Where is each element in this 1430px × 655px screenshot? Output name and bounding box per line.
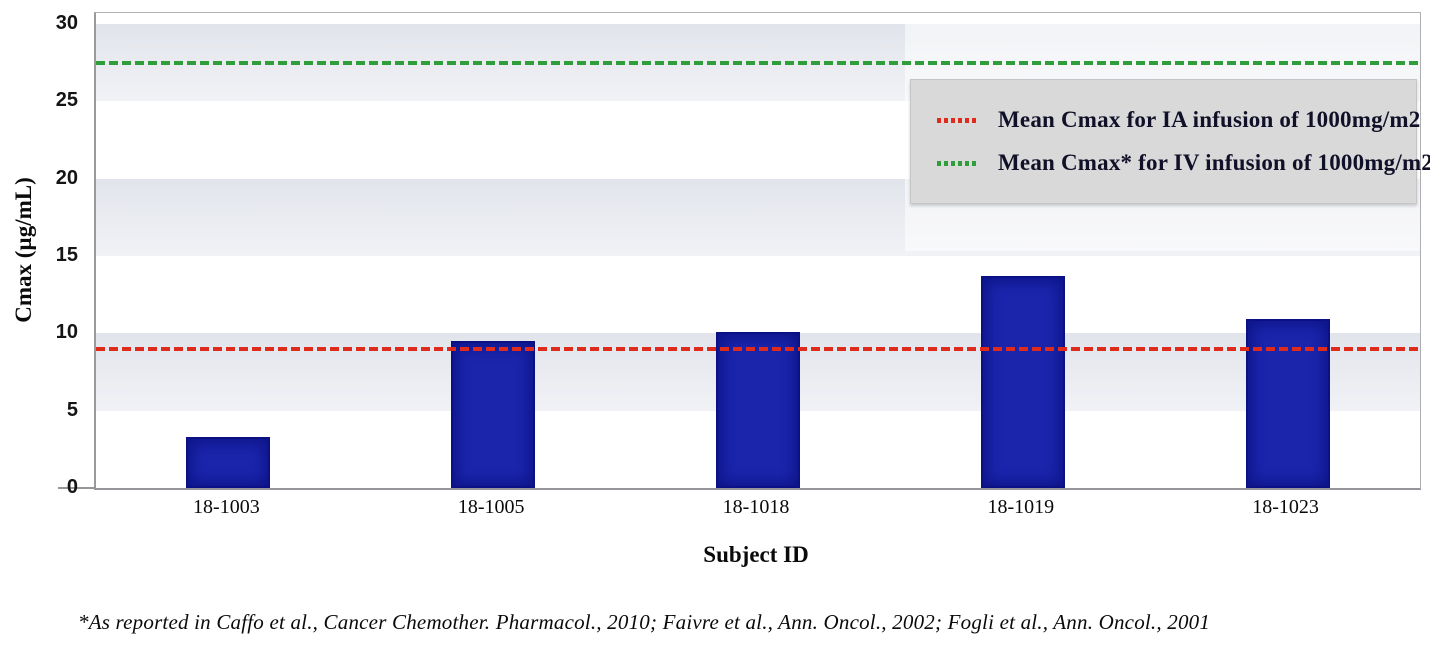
y-tick-0: 0 — [66, 476, 78, 498]
x-tick-18-1018: 18-1018 — [722, 496, 790, 518]
y-tick-15: 15 — [55, 243, 78, 266]
y-tick-25: 25 — [55, 89, 78, 112]
legend-item-ia-mean: Mean Cmax for IA infusion of 1000mg/m2 — [937, 107, 1420, 133]
x-axis-title: Subject ID — [703, 542, 809, 567]
reference-line-ia-mean — [96, 346, 1420, 351]
y-tick-30: 30 — [55, 11, 78, 34]
legend: Mean Cmax for IA infusion of 1000mg/m2 M… — [910, 79, 1430, 204]
bar-18-1019 — [980, 276, 1065, 488]
x-tick-18-1005: 18-1005 — [457, 496, 525, 518]
reference-line-iv-mean — [96, 60, 1420, 65]
green-dotted-line-icon — [937, 160, 978, 166]
bar-18-1018 — [716, 331, 800, 488]
legend-label-ia-mean: Mean Cmax for IA infusion of 1000mg/m2 — [998, 107, 1421, 132]
red-dotted-line-icon — [937, 117, 978, 123]
bar-18-1023 — [1245, 319, 1330, 488]
x-axis-line-stub — [58, 487, 96, 489]
footnote: *As reported in Caffo et al., Cancer Che… — [78, 610, 1211, 634]
x-tick-18-1019: 18-1019 — [987, 496, 1055, 518]
y-tick-5: 5 — [66, 398, 78, 421]
x-tick-18-1003: 18-1003 — [193, 496, 260, 518]
legend-item-iv-mean: Mean Cmax* for IV infusion of 1000mg/m2 — [937, 150, 1430, 176]
plot-area: Mean Cmax for IA infusion of 1000mg/m2 M… — [94, 12, 1430, 490]
y-tick-10: 10 — [55, 321, 78, 344]
x-tick-18-1023: 18-1023 — [1252, 496, 1319, 518]
y-tick-20: 20 — [55, 166, 78, 189]
bar-18-1003 — [186, 436, 271, 488]
legend-label-iv-mean: Mean Cmax* for IV infusion of 1000mg/m2 — [998, 150, 1430, 175]
bar-18-1005 — [451, 341, 536, 488]
